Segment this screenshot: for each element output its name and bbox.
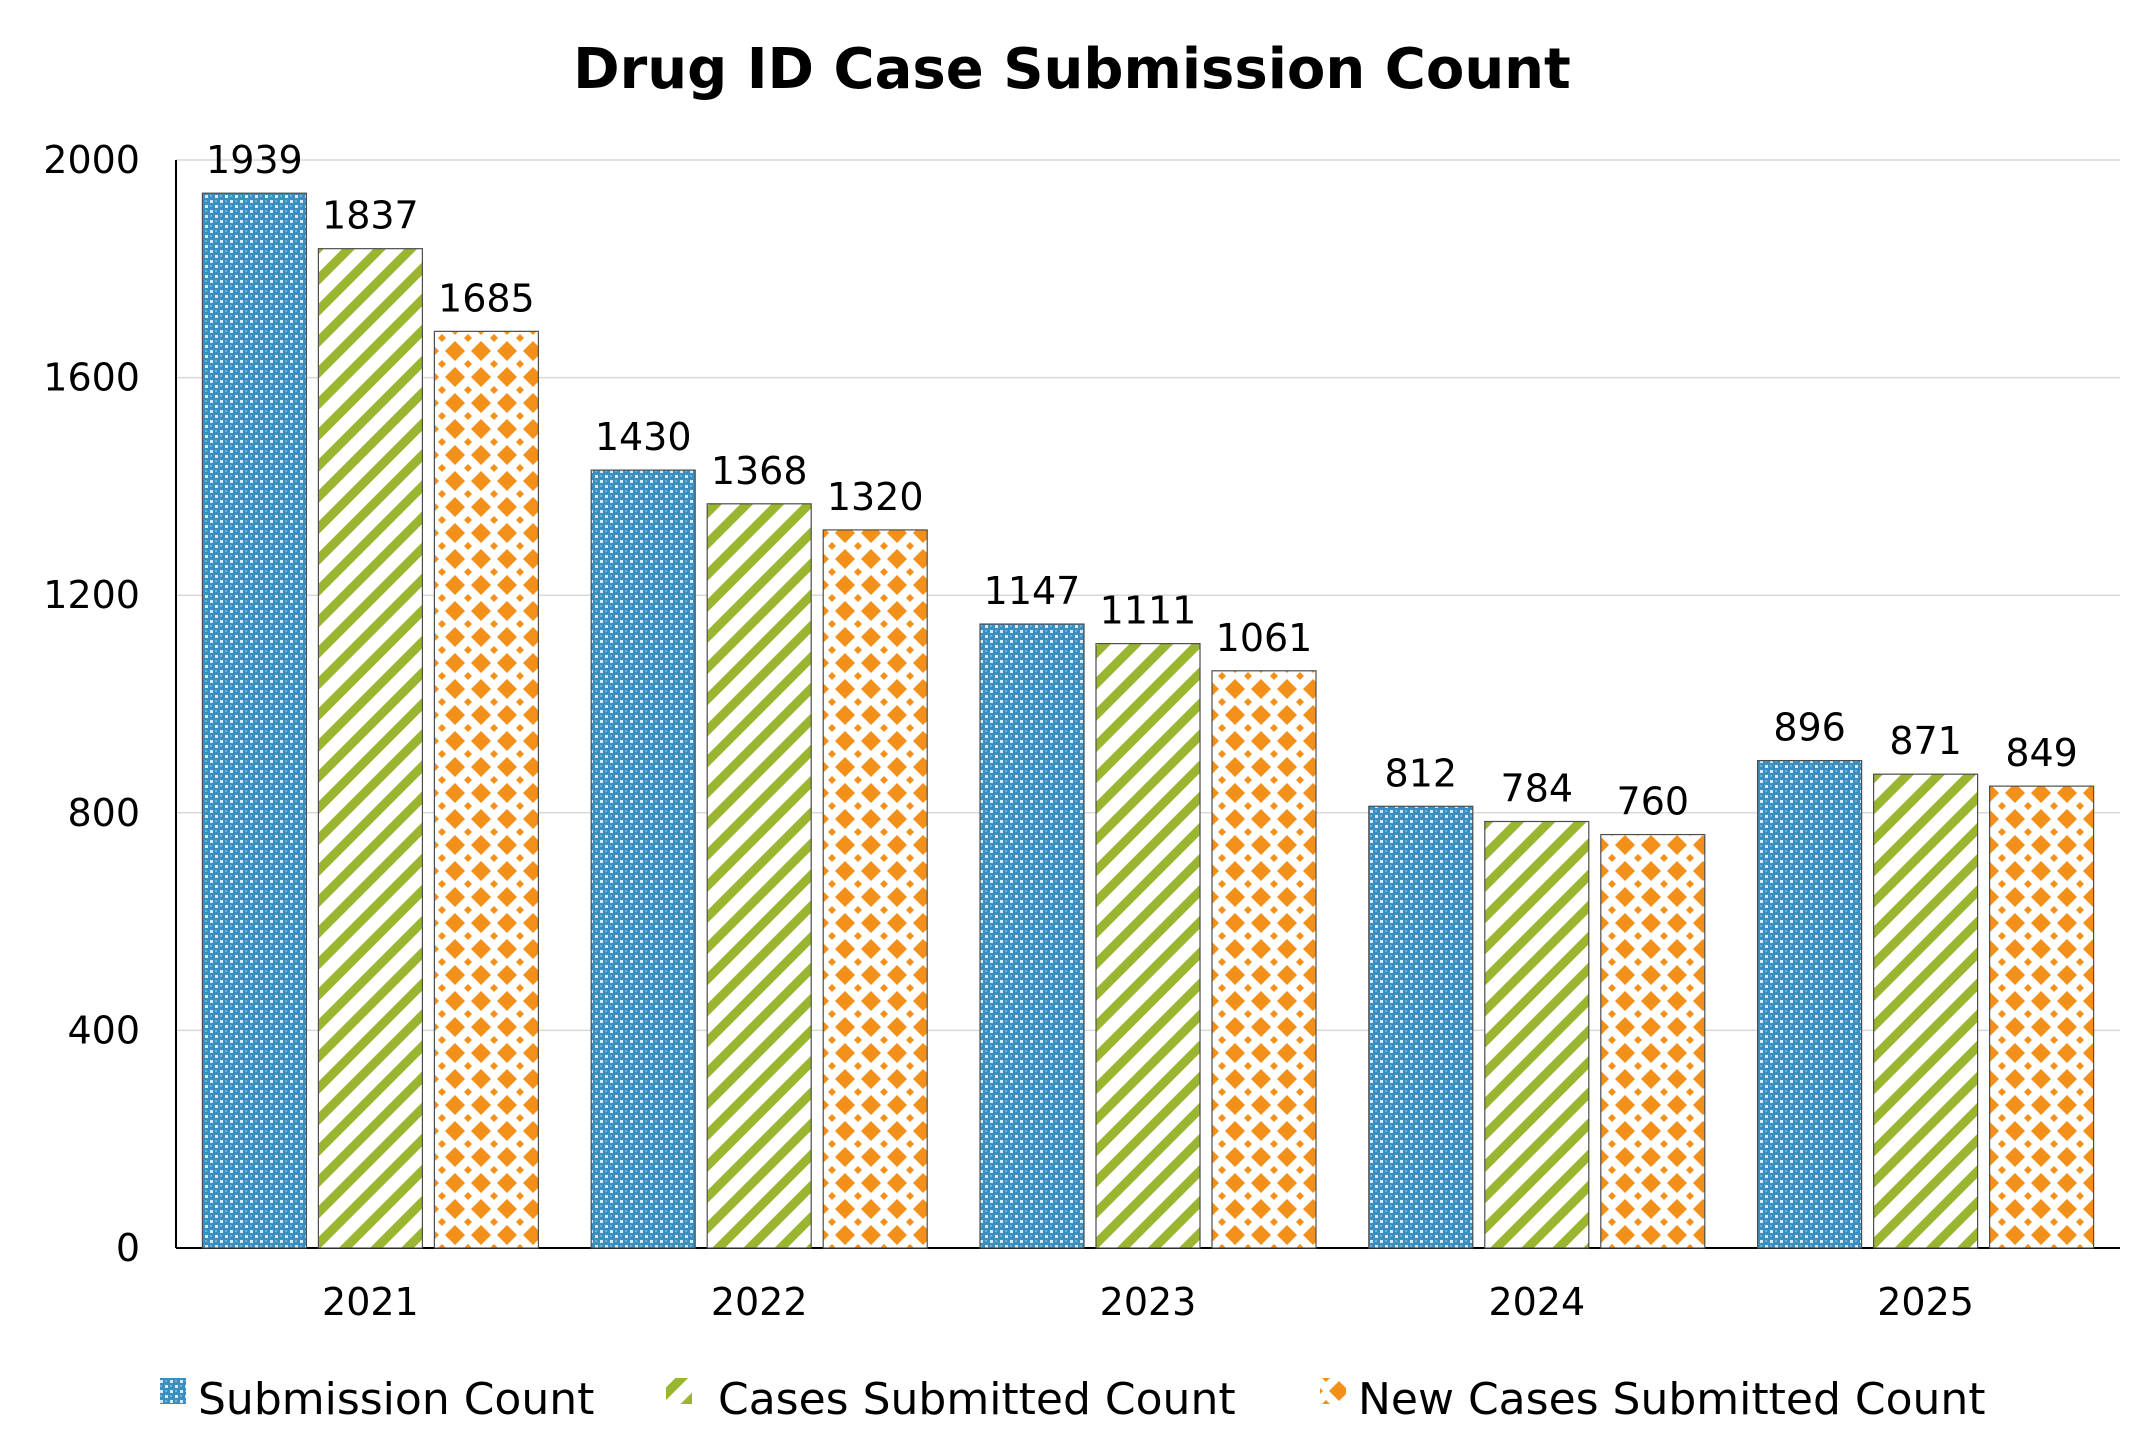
- bar: [1484, 820, 1590, 1249]
- bar: [979, 623, 1085, 1249]
- y-tick-label: 400: [67, 1008, 140, 1052]
- bar: [590, 469, 696, 1249]
- bar: [706, 503, 812, 1249]
- data-label: 896: [1773, 706, 1846, 750]
- x-tick-label: 2021: [322, 1280, 419, 1324]
- data-label: 849: [2005, 731, 2078, 775]
- data-labels: 1939 1837 1685 1430 1368 1320 1147 1111 1061 812 7…: [206, 138, 2078, 823]
- bar: [1988, 785, 2095, 1249]
- x-tick-label: 2023: [1100, 1280, 1197, 1324]
- data-label: 1939: [206, 138, 303, 182]
- legend-label: New Cases Submitted Count: [1358, 1374, 1986, 1425]
- legend-marker: [666, 1378, 692, 1404]
- bar: [1600, 833, 1706, 1249]
- legend: Submission Count Cases Submitted Count New…: [160, 1374, 1986, 1425]
- legend-marker: [160, 1378, 186, 1404]
- bar: [1211, 670, 1317, 1249]
- data-label: 871: [1889, 719, 1962, 763]
- data-label: 1430: [595, 415, 692, 459]
- bar: [433, 330, 539, 1249]
- y-tick-label: 2000: [43, 138, 140, 182]
- data-label: 1685: [438, 276, 535, 320]
- y-tick-label: 0: [116, 1226, 140, 1270]
- data-label: 1837: [322, 194, 419, 238]
- data-label: 1368: [711, 449, 808, 493]
- data-label: 1111: [1100, 589, 1197, 633]
- legend-label: Submission Count: [198, 1374, 594, 1425]
- y-tick-label: 1600: [43, 356, 140, 400]
- y-tick-label: 1200: [43, 573, 140, 617]
- data-label: 812: [1385, 751, 1458, 795]
- data-label: 1061: [1216, 616, 1313, 660]
- bar: [822, 529, 928, 1249]
- x-tick-label: 2022: [711, 1280, 808, 1324]
- bar: [1872, 773, 1979, 1249]
- bars: [201, 192, 2095, 1249]
- legend-label: Cases Submitted Count: [718, 1374, 1236, 1425]
- data-label: 760: [1617, 780, 1690, 824]
- data-label: 1320: [827, 475, 924, 519]
- bar: [1368, 805, 1474, 1249]
- bar: [1756, 759, 1863, 1249]
- legend-marker: [1320, 1378, 1346, 1404]
- x-tick-label: 2024: [1488, 1280, 1585, 1324]
- chart-title: Drug ID Case Submission Count: [573, 37, 1571, 102]
- bar: [201, 192, 307, 1249]
- data-label: 1147: [984, 569, 1081, 613]
- bar: [317, 248, 423, 1249]
- x-tick-label: 2025: [1877, 1280, 1974, 1324]
- bar: [1095, 643, 1201, 1249]
- y-tick-label: 800: [67, 791, 140, 835]
- data-label: 784: [1501, 767, 1574, 811]
